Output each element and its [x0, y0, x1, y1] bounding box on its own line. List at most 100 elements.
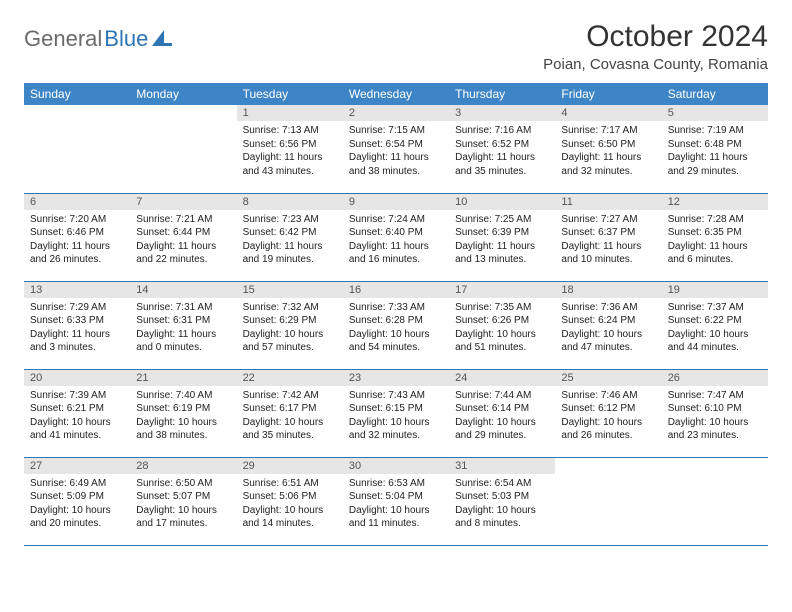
- sunset-line: Sunset: 5:09 PM: [30, 490, 124, 504]
- day-number: 9: [343, 194, 449, 210]
- day-number: 22: [237, 370, 343, 386]
- day-body: Sunrise: 7:44 AMSunset: 6:14 PMDaylight:…: [449, 386, 555, 447]
- day-number: 29: [237, 458, 343, 474]
- calendar-cell: 26Sunrise: 7:47 AMSunset: 6:10 PMDayligh…: [662, 369, 768, 457]
- sunrise-line: Sunrise: 7:29 AM: [30, 301, 124, 315]
- day-number: 24: [449, 370, 555, 386]
- daylight-line: Daylight: 10 hours and 57 minutes.: [243, 328, 337, 355]
- day-number: 26: [662, 370, 768, 386]
- day-number: 11: [555, 194, 661, 210]
- day-number: 18: [555, 282, 661, 298]
- day-body: Sunrise: 7:37 AMSunset: 6:22 PMDaylight:…: [662, 298, 768, 359]
- calendar-cell: [662, 457, 768, 545]
- calendar-cell: 17Sunrise: 7:35 AMSunset: 6:26 PMDayligh…: [449, 281, 555, 369]
- page-title: October 2024: [543, 20, 768, 54]
- daylight-line: Daylight: 11 hours and 10 minutes.: [561, 240, 655, 267]
- sunset-line: Sunset: 5:06 PM: [243, 490, 337, 504]
- sunset-line: Sunset: 6:35 PM: [668, 226, 762, 240]
- daylight-line: Daylight: 10 hours and 38 minutes.: [136, 416, 230, 443]
- day-body: Sunrise: 7:28 AMSunset: 6:35 PMDaylight:…: [662, 210, 768, 271]
- brand-logo: GeneralBlue: [24, 20, 172, 52]
- daylight-line: Daylight: 10 hours and 14 minutes.: [243, 504, 337, 531]
- daylight-line: Daylight: 11 hours and 3 minutes.: [30, 328, 124, 355]
- day-number: 16: [343, 282, 449, 298]
- day-body: Sunrise: 6:50 AMSunset: 5:07 PMDaylight:…: [130, 474, 236, 535]
- weekday-header: Wednesday: [343, 83, 449, 105]
- day-number: 13: [24, 282, 130, 298]
- calendar-cell: 10Sunrise: 7:25 AMSunset: 6:39 PMDayligh…: [449, 193, 555, 281]
- calendar-cell: 12Sunrise: 7:28 AMSunset: 6:35 PMDayligh…: [662, 193, 768, 281]
- daylight-line: Daylight: 10 hours and 26 minutes.: [561, 416, 655, 443]
- sunrise-line: Sunrise: 7:19 AM: [668, 124, 762, 138]
- calendar-week: 20Sunrise: 7:39 AMSunset: 6:21 PMDayligh…: [24, 369, 768, 457]
- calendar-cell: [24, 105, 130, 193]
- day-body: Sunrise: 6:51 AMSunset: 5:06 PMDaylight:…: [237, 474, 343, 535]
- sunrise-line: Sunrise: 7:35 AM: [455, 301, 549, 315]
- day-number: 17: [449, 282, 555, 298]
- sunset-line: Sunset: 6:28 PM: [349, 314, 443, 328]
- day-number: 20: [24, 370, 130, 386]
- calendar-cell: 5Sunrise: 7:19 AMSunset: 6:48 PMDaylight…: [662, 105, 768, 193]
- daylight-line: Daylight: 10 hours and 23 minutes.: [668, 416, 762, 443]
- day-body: Sunrise: 7:46 AMSunset: 6:12 PMDaylight:…: [555, 386, 661, 447]
- day-number: 7: [130, 194, 236, 210]
- daylight-line: Daylight: 11 hours and 38 minutes.: [349, 151, 443, 178]
- daylight-line: Daylight: 10 hours and 20 minutes.: [30, 504, 124, 531]
- sunset-line: Sunset: 6:37 PM: [561, 226, 655, 240]
- sunrise-line: Sunrise: 6:50 AM: [136, 477, 230, 491]
- daylight-line: Daylight: 11 hours and 6 minutes.: [668, 240, 762, 267]
- day-body: Sunrise: 7:35 AMSunset: 6:26 PMDaylight:…: [449, 298, 555, 359]
- daylight-line: Daylight: 11 hours and 43 minutes.: [243, 151, 337, 178]
- calendar-cell: 31Sunrise: 6:54 AMSunset: 5:03 PMDayligh…: [449, 457, 555, 545]
- sunset-line: Sunset: 5:07 PM: [136, 490, 230, 504]
- sunset-line: Sunset: 6:44 PM: [136, 226, 230, 240]
- sunrise-line: Sunrise: 7:13 AM: [243, 124, 337, 138]
- sunrise-line: Sunrise: 7:21 AM: [136, 213, 230, 227]
- sunrise-line: Sunrise: 7:42 AM: [243, 389, 337, 403]
- sunset-line: Sunset: 6:40 PM: [349, 226, 443, 240]
- sunrise-line: Sunrise: 7:31 AM: [136, 301, 230, 315]
- sunset-line: Sunset: 6:10 PM: [668, 402, 762, 416]
- sunset-line: Sunset: 5:04 PM: [349, 490, 443, 504]
- daylight-line: Daylight: 11 hours and 35 minutes.: [455, 151, 549, 178]
- sunrise-line: Sunrise: 7:27 AM: [561, 213, 655, 227]
- day-number: 10: [449, 194, 555, 210]
- calendar-cell: [555, 457, 661, 545]
- sunrise-line: Sunrise: 7:40 AM: [136, 389, 230, 403]
- sunrise-line: Sunrise: 6:51 AM: [243, 477, 337, 491]
- day-number: 28: [130, 458, 236, 474]
- daylight-line: Daylight: 10 hours and 29 minutes.: [455, 416, 549, 443]
- daylight-line: Daylight: 10 hours and 8 minutes.: [455, 504, 549, 531]
- weekday-header: Saturday: [662, 83, 768, 105]
- sunrise-line: Sunrise: 7:44 AM: [455, 389, 549, 403]
- sunrise-line: Sunrise: 7:46 AM: [561, 389, 655, 403]
- weekday-header: Monday: [130, 83, 236, 105]
- location-text: Poian, Covasna County, Romania: [543, 56, 768, 73]
- calendar-cell: 23Sunrise: 7:43 AMSunset: 6:15 PMDayligh…: [343, 369, 449, 457]
- sunset-line: Sunset: 6:15 PM: [349, 402, 443, 416]
- daylight-line: Daylight: 10 hours and 51 minutes.: [455, 328, 549, 355]
- sunrise-line: Sunrise: 7:17 AM: [561, 124, 655, 138]
- sunrise-line: Sunrise: 6:49 AM: [30, 477, 124, 491]
- calendar-cell: 19Sunrise: 7:37 AMSunset: 6:22 PMDayligh…: [662, 281, 768, 369]
- brand-part1: General: [24, 26, 102, 52]
- sunset-line: Sunset: 6:19 PM: [136, 402, 230, 416]
- daylight-line: Daylight: 10 hours and 11 minutes.: [349, 504, 443, 531]
- sunset-line: Sunset: 6:29 PM: [243, 314, 337, 328]
- calendar-cell: 2Sunrise: 7:15 AMSunset: 6:54 PMDaylight…: [343, 105, 449, 193]
- daylight-line: Daylight: 10 hours and 32 minutes.: [349, 416, 443, 443]
- day-number: 19: [662, 282, 768, 298]
- calendar-cell: 28Sunrise: 6:50 AMSunset: 5:07 PMDayligh…: [130, 457, 236, 545]
- sunset-line: Sunset: 6:50 PM: [561, 138, 655, 152]
- sunrise-line: Sunrise: 7:43 AM: [349, 389, 443, 403]
- calendar-cell: 8Sunrise: 7:23 AMSunset: 6:42 PMDaylight…: [237, 193, 343, 281]
- sunset-line: Sunset: 6:54 PM: [349, 138, 443, 152]
- day-number: 3: [449, 105, 555, 121]
- calendar-cell: 7Sunrise: 7:21 AMSunset: 6:44 PMDaylight…: [130, 193, 236, 281]
- sunrise-line: Sunrise: 7:33 AM: [349, 301, 443, 315]
- daylight-line: Daylight: 11 hours and 29 minutes.: [668, 151, 762, 178]
- calendar-cell: 21Sunrise: 7:40 AMSunset: 6:19 PMDayligh…: [130, 369, 236, 457]
- calendar-body: 1Sunrise: 7:13 AMSunset: 6:56 PMDaylight…: [24, 105, 768, 545]
- sunset-line: Sunset: 6:26 PM: [455, 314, 549, 328]
- sunrise-line: Sunrise: 7:39 AM: [30, 389, 124, 403]
